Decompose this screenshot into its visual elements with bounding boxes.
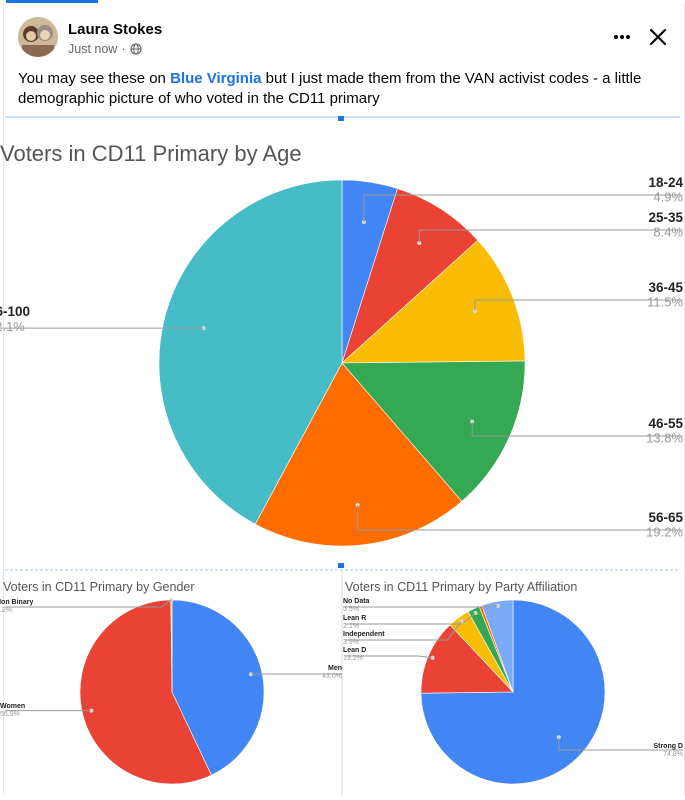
party-label-lean-d: Lean D [343, 647, 366, 654]
age-label-56-65: 56-65 [648, 510, 683, 525]
more-options-button[interactable] [608, 23, 636, 51]
globe-icon[interactable] [130, 43, 142, 55]
gender-chart-title: Voters in CD11 Primary by Gender [3, 580, 195, 594]
party-pie [421, 600, 605, 784]
more-horizontal-icon [608, 23, 636, 51]
gender-value-non-binary: 0.2% [0, 607, 12, 614]
avatar[interactable] [18, 17, 58, 57]
age-pie [159, 180, 525, 546]
gender-label-men: Men [328, 665, 342, 672]
gender-label-women: Women [0, 703, 25, 710]
age-label-66-100: 66-100 [0, 304, 30, 319]
age-value-66-100: 42.1% [0, 319, 25, 334]
close-button[interactable] [644, 23, 672, 51]
close-icon [644, 23, 672, 51]
age-value-46-55: 13.8% [646, 431, 683, 446]
charts-svg: Voters in CD11 Primary by Age 18-244.9% 2… [0, 116, 685, 795]
age-label-46-55: 46-55 [648, 416, 683, 431]
age-label-36-45: 36-45 [648, 280, 683, 295]
age-value-18-24: 4.9% [653, 190, 683, 205]
gender-value-women: 56.9% [0, 711, 20, 718]
post-text-before: You may see these on [18, 70, 170, 87]
post-text: You may see these on Blue Virginia but I… [18, 69, 658, 109]
post-meta: Just now · [68, 42, 142, 56]
age-label-18-24: 18-24 [648, 175, 683, 190]
resize-handle-top[interactable] [338, 116, 344, 121]
avatar-photo-icon [18, 17, 58, 57]
party-label-independent: Independent [343, 631, 385, 638]
author-name[interactable]: Laura Stokes [68, 21, 162, 38]
post-timestamp[interactable]: Just now [68, 42, 117, 56]
gender-label-non-binary: Non Binary [0, 599, 33, 606]
party-value-lean-d: 13.2% [343, 655, 363, 662]
age-value-56-65: 19.2% [646, 525, 683, 540]
age-value-36-45: 11.5% [647, 295, 683, 310]
gender-pie [80, 600, 264, 784]
party-chart-title: Voters in CD11 Primary by Party Affiliat… [345, 580, 577, 594]
party-value-no-data: 5.5% [343, 606, 359, 613]
age-chart-title: Voters in CD11 Primary by Age [0, 141, 302, 166]
party-label-strong-d: Strong D [653, 743, 683, 750]
age-value-25-35: 8.4% [653, 225, 683, 240]
party-value-strong-d: 74.8% [663, 751, 683, 758]
meta-separator: · [121, 42, 125, 56]
party-label-lean-r: Lean R [343, 615, 366, 622]
party-value-independent: 3.9% [343, 639, 359, 646]
resize-handle-bottom[interactable] [338, 563, 344, 568]
age-label-25-35: 25-35 [648, 210, 683, 225]
party-label-no-data: No Data [343, 598, 370, 605]
party-value-lean-r: 2.1% [343, 623, 359, 630]
blue-virginia-link[interactable]: Blue Virginia [170, 70, 261, 87]
gender-value-men: 43.0% [322, 673, 342, 680]
